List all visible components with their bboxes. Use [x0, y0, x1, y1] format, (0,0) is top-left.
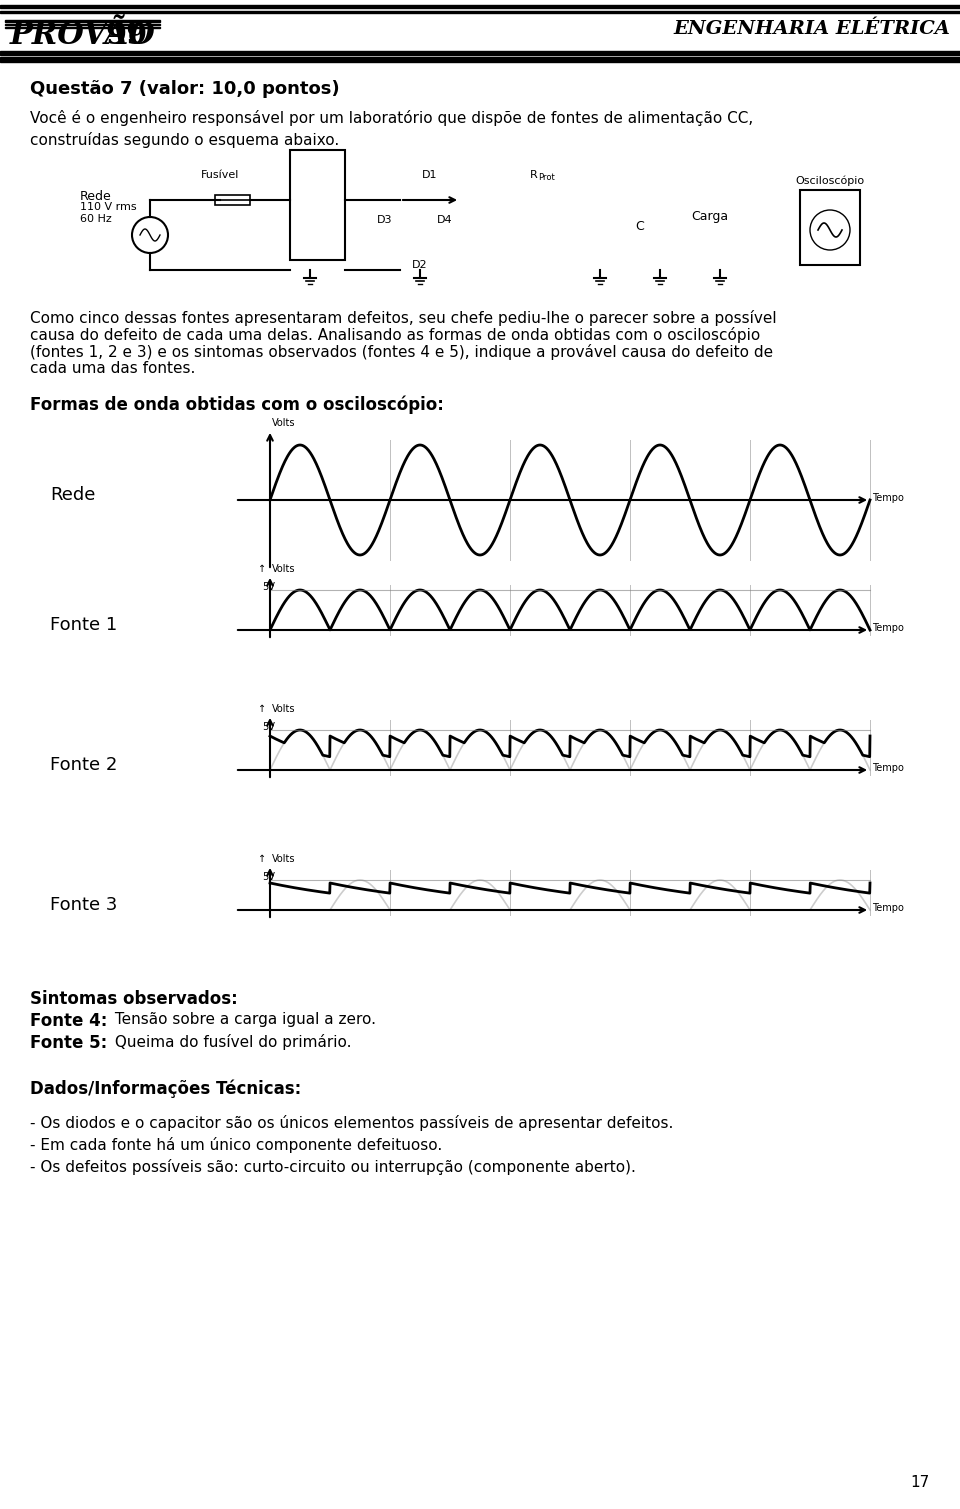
- Text: Como cinco dessas fontes apresentaram defeitos, seu chefe pediu-lhe o parecer so: Como cinco dessas fontes apresentaram de…: [30, 309, 777, 326]
- Text: Volts: Volts: [272, 854, 296, 865]
- Text: - Os defeitos possíveis são: curto-circuito ou interrupção (componente aberto).: - Os defeitos possíveis são: curto-circu…: [30, 1159, 636, 1176]
- Text: Tempo: Tempo: [872, 623, 904, 632]
- Text: Fonte 3: Fonte 3: [50, 896, 117, 914]
- Text: Fonte 5:: Fonte 5:: [30, 1034, 108, 1052]
- Text: 5V: 5V: [262, 721, 275, 732]
- Text: Tensão sobre a carga igual a zero.: Tensão sobre a carga igual a zero.: [110, 1013, 376, 1028]
- Text: PROVÃO: PROVÃO: [10, 20, 156, 51]
- Text: Tempo: Tempo: [872, 902, 904, 913]
- Text: D4: D4: [437, 214, 453, 225]
- Text: Osciloscópio: Osciloscópio: [796, 175, 865, 186]
- Text: Rede: Rede: [80, 190, 111, 204]
- Text: ↑: ↑: [258, 564, 266, 573]
- Text: Carga: Carga: [691, 210, 729, 223]
- Text: 99: 99: [105, 20, 147, 51]
- Text: Fonte 2: Fonte 2: [50, 756, 117, 774]
- Text: C: C: [636, 220, 644, 232]
- Text: Fonte 1: Fonte 1: [50, 616, 117, 634]
- Text: D3: D3: [377, 214, 393, 225]
- Text: Sintomas observados:: Sintomas observados:: [30, 990, 238, 1008]
- Text: Volts: Volts: [272, 418, 296, 429]
- Text: ENGENHARIA ELÉTRICA: ENGENHARIA ELÉTRICA: [673, 20, 950, 38]
- Text: - Os diodos e o capacitor são os únicos elementos passíveis de apresentar defeit: - Os diodos e o capacitor são os únicos …: [30, 1115, 673, 1132]
- Bar: [0, 11, 960, 14]
- Text: Prot: Prot: [538, 174, 555, 183]
- Text: Volts: Volts: [272, 705, 296, 714]
- Text: Volts: Volts: [272, 564, 296, 573]
- Text: Você é o engenheiro responsável por um laboratório que dispõe de fontes de alime: Você é o engenheiro responsável por um l…: [30, 110, 754, 148]
- Bar: [0, 57, 960, 62]
- Text: Rede: Rede: [50, 486, 95, 504]
- Text: - Em cada fonte há um único componente defeituoso.: - Em cada fonte há um único componente d…: [30, 1136, 443, 1153]
- Bar: [800, 190, 860, 266]
- Text: causa do defeito de cada uma delas. Analisando as formas de onda obtidas com o o: causa do defeito de cada uma delas. Anal…: [30, 327, 760, 343]
- Bar: [0, 51, 960, 54]
- Text: 5V: 5V: [262, 582, 275, 592]
- Bar: [5, 20, 160, 23]
- Text: Tempo: Tempo: [872, 493, 904, 502]
- Text: 17: 17: [911, 1474, 930, 1489]
- Text: cada uma das fontes.: cada uma das fontes.: [30, 361, 196, 376]
- Text: ↑: ↑: [258, 854, 266, 865]
- Text: Fonte 4:: Fonte 4:: [30, 1013, 108, 1031]
- Text: Dados/Informações Técnicas:: Dados/Informações Técnicas:: [30, 1080, 301, 1099]
- Bar: [290, 149, 345, 260]
- Bar: [0, 5, 960, 8]
- Text: 110 V rms: 110 V rms: [80, 202, 136, 211]
- Text: 60 Hz: 60 Hz: [80, 214, 111, 223]
- Text: D2: D2: [412, 260, 428, 270]
- Text: (fontes 1, 2 e 3) e os sintomas observados (fontes 4 e 5), indique a provável ca: (fontes 1, 2 e 3) e os sintomas observad…: [30, 344, 773, 361]
- Text: Fusível: Fusível: [201, 171, 239, 180]
- Text: D1: D1: [422, 171, 438, 180]
- Text: R: R: [530, 171, 538, 180]
- Text: Tempo: Tempo: [872, 764, 904, 773]
- Text: 5V: 5V: [262, 872, 275, 881]
- Text: ↑: ↑: [258, 705, 266, 714]
- Bar: [215, 195, 250, 205]
- Text: Formas de onda obtidas com o osciloscópio:: Formas de onda obtidas com o osciloscópi…: [30, 395, 444, 413]
- Text: Queima do fusível do primário.: Queima do fusível do primário.: [110, 1034, 351, 1050]
- Text: Questão 7 (valor: 10,0 pontos): Questão 7 (valor: 10,0 pontos): [30, 80, 340, 98]
